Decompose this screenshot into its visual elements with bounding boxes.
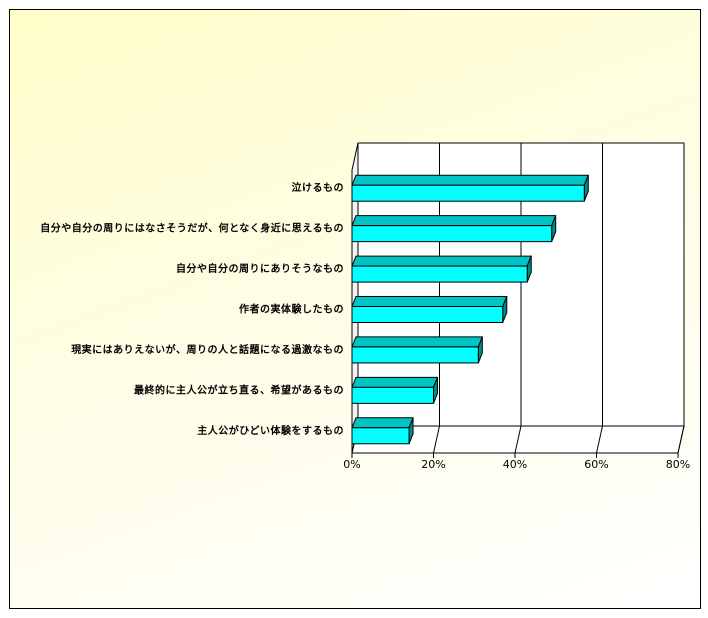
bar [351,346,479,364]
x-tick-label: 80% [666,458,690,471]
x-tick-label: 60% [584,458,608,471]
bar-top [351,336,484,348]
bar [351,265,528,283]
bar-top [351,215,557,227]
category-label: 主人公がひどい体験をするもの [197,424,344,437]
x-tick-label: 0% [343,458,360,471]
bar [351,306,504,323]
bar [351,386,434,404]
floor-gridline [596,425,603,454]
bar-top [351,255,532,267]
floor-gridline [433,425,440,454]
bar [351,427,410,445]
floor-gridline [514,425,522,454]
bar [351,225,553,243]
category-label: 泣けるもの [292,181,345,194]
category-label: 最終的に主人公が立ち直る、希望があるもの [134,383,344,396]
floor-gridline [677,425,685,454]
bar-top [351,376,439,388]
category-label: 自分や自分の周りにありそうなもの [176,262,344,275]
bar-top [351,174,590,186]
bar [351,184,585,202]
x-tick-label: 40% [503,458,527,471]
x-tick-label: 20% [421,458,445,471]
bar-top [351,296,508,307]
category-label: 現実にはありえないが、周りの人と話題になる過激なもの [71,343,344,356]
category-label: 作者の実体験したもの [239,303,344,316]
bar-top [351,417,414,429]
category-label: 自分や自分の周りにはなさそうだが、何となく身近に思えるもの [40,222,344,235]
